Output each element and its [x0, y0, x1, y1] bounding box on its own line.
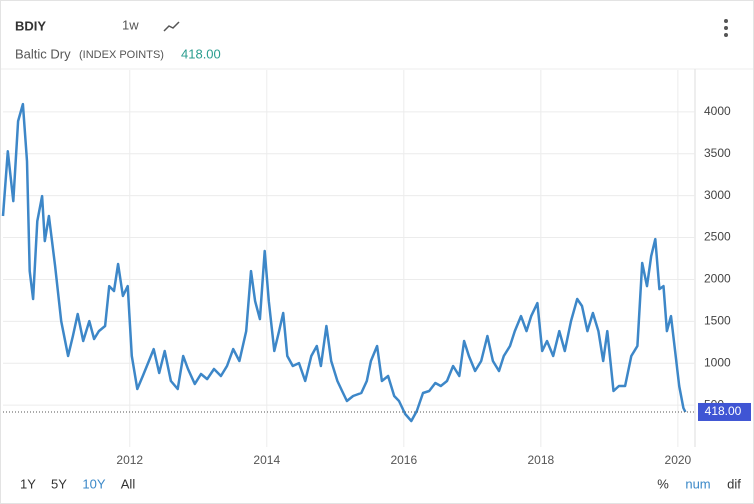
x-tick-label: 2014 [253, 453, 280, 467]
line [1, 102, 687, 423]
x-tick-label: 2020 [665, 453, 692, 467]
y-tick-label: 1500 [704, 314, 731, 328]
y-tick-label: 3500 [704, 146, 731, 160]
y-tick-label: 2000 [704, 272, 731, 286]
interval[interactable]: 1w [122, 17, 139, 32]
range-button[interactable]: All [121, 476, 136, 491]
menu-icon[interactable] [724, 19, 728, 37]
x-tick-label: 2016 [390, 453, 417, 467]
unit: (INDEX POINTS) [79, 49, 164, 61]
mode-button[interactable]: num [685, 476, 710, 491]
range-button[interactable]: 1Y [20, 476, 36, 491]
range-button[interactable]: 10Y [82, 476, 105, 491]
mode-button[interactable]: dif [727, 476, 741, 491]
series-name: Baltic Dry [15, 46, 71, 61]
y-tick-label: 2500 [704, 230, 731, 244]
header-value: 418.00 [181, 46, 221, 61]
chart-type-icon[interactable] [163, 21, 180, 32]
y-tick-label: 1000 [704, 355, 731, 369]
y-tick-label: 4000 [704, 104, 731, 118]
last-value-box [698, 402, 751, 421]
range-button[interactable]: 5Y [51, 476, 67, 491]
x-tick-label: 2018 [527, 453, 554, 467]
symbol: BDIY [15, 18, 46, 33]
x-tick-label: 2012 [116, 453, 143, 467]
last-value-label: 418.00 [705, 404, 742, 418]
mode-button[interactable]: % [657, 476, 669, 491]
y-tick-label: 3000 [704, 188, 731, 202]
